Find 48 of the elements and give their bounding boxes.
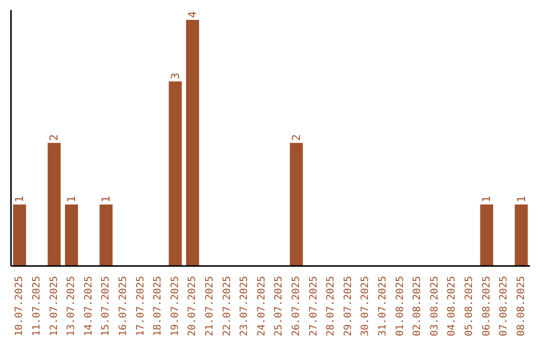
data-label: 2 [290,134,303,141]
x-tick-label: 30.07.2025 [360,276,372,336]
data-label: 1 [13,196,26,202]
x-tick-label: 04.08.2025 [446,276,458,336]
x-tick-label: 14.07.2025 [83,276,94,336]
x-tick-label: 08.08.2025 [516,276,527,336]
x-tick-label: 01.08.2025 [394,276,406,336]
data-label: 1 [64,196,78,202]
x-tick-label: 05.08.2025 [464,276,475,336]
x-tick-label: 29.07.2025 [342,276,354,336]
bar [13,204,26,266]
x-tick-label: 31.07.2025 [377,276,388,336]
bar [168,81,182,266]
data-label: 1 [480,196,494,202]
bar [514,204,528,266]
data-label: 1 [514,196,528,202]
bar [480,204,494,266]
x-tick-label: 03.08.2025 [429,276,440,336]
bar [64,204,78,266]
x-tick-label: 22.07.2025 [222,276,233,336]
x-tick-label: 19.07.2025 [170,276,181,336]
x-tick-label: 10.07.2025 [14,276,26,336]
x-tick-label: 15.07.2025 [100,276,112,336]
x-tick-label: 07.08.2025 [498,276,510,336]
x-tick-label: 16.07.2025 [118,276,129,336]
x-tick-label: 12.07.2025 [48,276,60,336]
bar [290,142,303,266]
x-tick-label: 21.07.2025 [204,276,216,336]
x-tick-label: 23.07.2025 [239,276,250,336]
x-tick-label: 17.07.2025 [135,276,146,336]
bar [186,20,200,266]
x-tick-label: 13.07.2025 [66,276,78,336]
data-label: 4 [186,10,200,18]
data-label: 2 [48,134,61,141]
bar [100,204,113,266]
x-tick-label: 11.07.2025 [31,276,42,336]
x-tick-label: 27.07.2025 [308,276,320,336]
x-tick-label: 18.07.2025 [152,276,164,336]
x-tick-label: 28.07.2025 [326,276,337,336]
bar [48,142,61,266]
x-tick-label: 02.08.2025 [412,276,424,336]
x-tick-label: 26.07.2025 [290,276,302,336]
data-label: 1 [100,196,113,202]
x-tick-label: 06.08.2025 [481,276,492,336]
data-label: 3 [168,72,182,80]
x-tick-label: 20.07.2025 [187,276,198,336]
x-tick-label: 25.07.2025 [274,276,285,336]
x-tick-label: 24.07.2025 [256,276,268,336]
